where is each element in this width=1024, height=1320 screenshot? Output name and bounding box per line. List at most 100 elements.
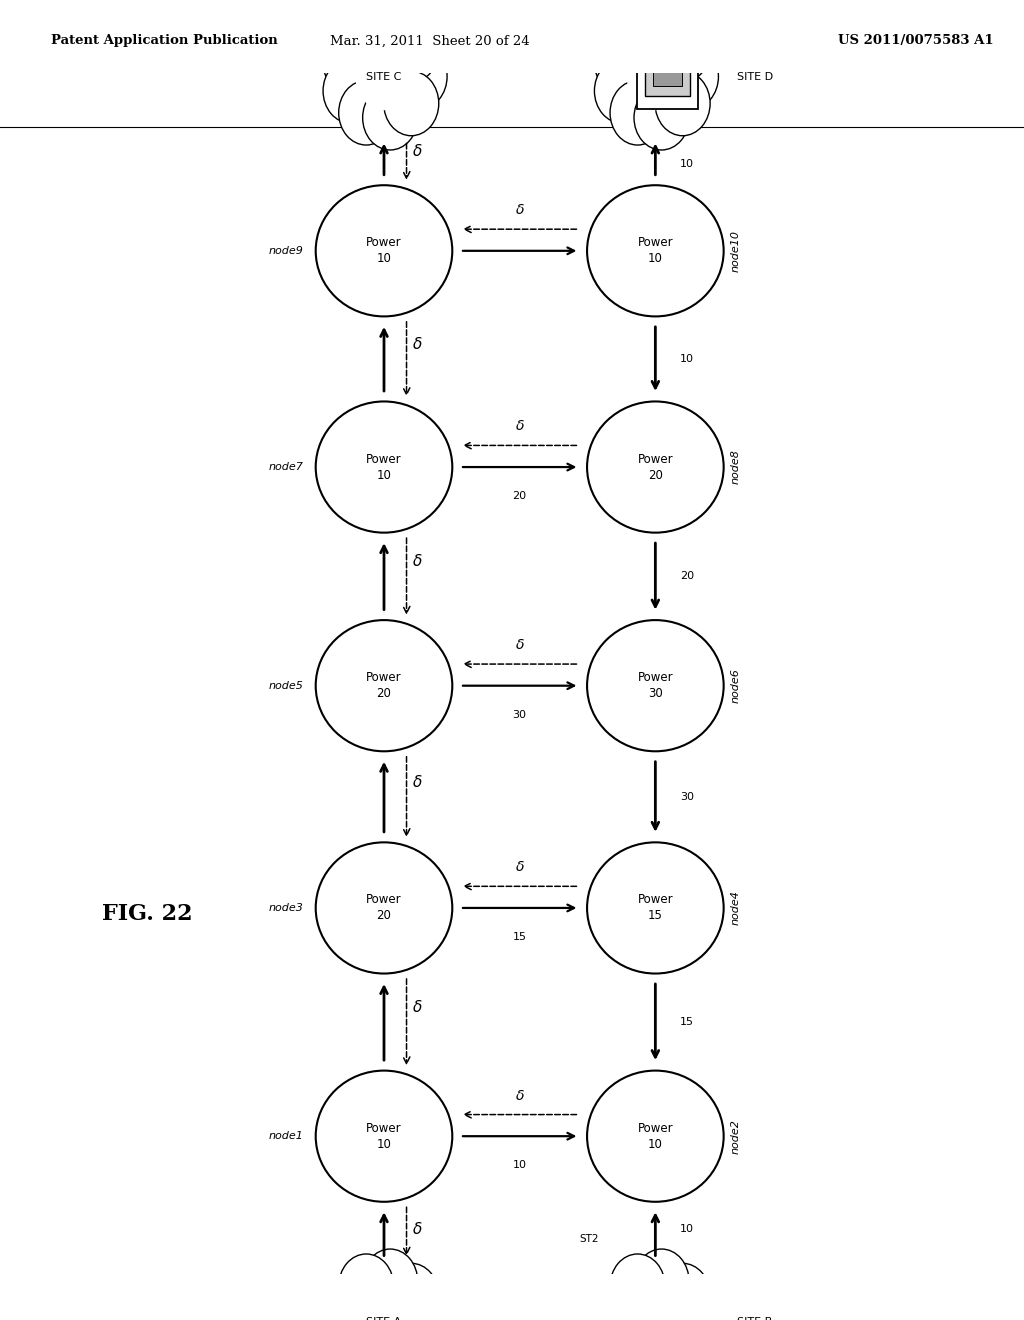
Text: Power
10: Power 10 bbox=[367, 1122, 401, 1151]
Text: δ: δ bbox=[413, 775, 422, 789]
Text: δ: δ bbox=[413, 144, 422, 160]
FancyBboxPatch shape bbox=[637, 44, 698, 110]
Text: node10: node10 bbox=[730, 230, 740, 272]
Circle shape bbox=[610, 81, 666, 145]
Circle shape bbox=[323, 1276, 378, 1320]
Text: SITE D: SITE D bbox=[737, 71, 773, 82]
Circle shape bbox=[355, 44, 413, 111]
Circle shape bbox=[655, 71, 710, 136]
Ellipse shape bbox=[315, 1071, 453, 1201]
Text: δ: δ bbox=[413, 1001, 422, 1015]
Text: node5: node5 bbox=[269, 681, 304, 690]
Circle shape bbox=[355, 1288, 413, 1320]
Circle shape bbox=[384, 1317, 438, 1320]
Circle shape bbox=[323, 58, 378, 123]
Circle shape bbox=[339, 81, 394, 145]
Text: SITE A: SITE A bbox=[367, 1317, 401, 1320]
Circle shape bbox=[610, 1254, 666, 1319]
Text: node7: node7 bbox=[269, 462, 304, 473]
Text: node3: node3 bbox=[269, 903, 304, 913]
Circle shape bbox=[634, 1249, 689, 1313]
Text: ST2: ST2 bbox=[580, 1234, 599, 1245]
Circle shape bbox=[323, 1304, 378, 1320]
Text: δ: δ bbox=[413, 1222, 422, 1237]
Circle shape bbox=[339, 1254, 394, 1319]
Text: Power
20: Power 20 bbox=[367, 894, 401, 923]
Ellipse shape bbox=[587, 620, 724, 751]
Text: US 2011/0075583 A1: US 2011/0075583 A1 bbox=[838, 34, 993, 48]
Text: Power
10: Power 10 bbox=[367, 453, 401, 482]
Text: Power
20: Power 20 bbox=[638, 453, 673, 482]
Ellipse shape bbox=[315, 620, 453, 751]
FancyBboxPatch shape bbox=[653, 1313, 682, 1320]
FancyBboxPatch shape bbox=[653, 67, 682, 86]
Text: Power
15: Power 15 bbox=[638, 894, 673, 923]
Text: node9: node9 bbox=[269, 246, 304, 256]
Ellipse shape bbox=[315, 842, 453, 974]
Text: Power
10: Power 10 bbox=[367, 236, 401, 265]
Circle shape bbox=[384, 17, 438, 82]
Ellipse shape bbox=[315, 401, 453, 533]
Text: δ: δ bbox=[413, 554, 422, 569]
Circle shape bbox=[664, 45, 719, 110]
Ellipse shape bbox=[587, 842, 724, 974]
Circle shape bbox=[362, 3, 418, 67]
FancyBboxPatch shape bbox=[645, 1302, 690, 1320]
Text: node4: node4 bbox=[730, 891, 740, 925]
Text: Power
10: Power 10 bbox=[638, 1122, 673, 1151]
Circle shape bbox=[655, 1263, 710, 1320]
Text: 15: 15 bbox=[680, 1018, 694, 1027]
Circle shape bbox=[627, 44, 684, 111]
Ellipse shape bbox=[587, 401, 724, 533]
Circle shape bbox=[323, 30, 378, 95]
Circle shape bbox=[627, 1288, 684, 1320]
Circle shape bbox=[594, 1276, 649, 1320]
Text: δ: δ bbox=[515, 203, 524, 218]
Circle shape bbox=[594, 1304, 649, 1320]
Circle shape bbox=[655, 1317, 710, 1320]
Text: 10: 10 bbox=[513, 1160, 526, 1171]
Circle shape bbox=[594, 58, 649, 123]
Ellipse shape bbox=[315, 185, 453, 317]
Circle shape bbox=[392, 45, 447, 110]
Text: δ: δ bbox=[515, 638, 524, 652]
Circle shape bbox=[664, 1290, 719, 1320]
Text: δ: δ bbox=[515, 420, 524, 433]
Circle shape bbox=[655, 17, 710, 82]
Circle shape bbox=[634, 3, 689, 67]
FancyBboxPatch shape bbox=[637, 1290, 698, 1320]
Circle shape bbox=[392, 1290, 447, 1320]
Ellipse shape bbox=[587, 1071, 724, 1201]
Text: Power
30: Power 30 bbox=[638, 671, 673, 700]
Text: 10: 10 bbox=[680, 354, 694, 364]
Circle shape bbox=[634, 86, 689, 150]
Text: 30: 30 bbox=[513, 710, 526, 719]
Text: 10: 10 bbox=[680, 158, 694, 169]
Text: 15: 15 bbox=[513, 932, 526, 942]
Text: node6: node6 bbox=[730, 668, 740, 704]
Text: SITE B: SITE B bbox=[737, 1317, 772, 1320]
Text: node2: node2 bbox=[730, 1119, 740, 1154]
Text: 20: 20 bbox=[680, 572, 694, 581]
Text: node1: node1 bbox=[269, 1131, 304, 1142]
Text: Power
10: Power 10 bbox=[638, 236, 673, 265]
Circle shape bbox=[339, 8, 394, 73]
Circle shape bbox=[384, 1263, 438, 1320]
Text: Power
20: Power 20 bbox=[367, 671, 401, 700]
Ellipse shape bbox=[587, 185, 724, 317]
Text: node8: node8 bbox=[730, 450, 740, 484]
Text: Patent Application Publication: Patent Application Publication bbox=[51, 34, 278, 48]
Text: δ: δ bbox=[515, 861, 524, 874]
Text: δ: δ bbox=[413, 337, 422, 352]
Text: 10: 10 bbox=[680, 1224, 694, 1234]
Circle shape bbox=[594, 30, 649, 95]
Circle shape bbox=[362, 86, 418, 150]
Circle shape bbox=[362, 1249, 418, 1313]
Text: δ: δ bbox=[515, 1089, 524, 1102]
Text: Mar. 31, 2011  Sheet 20 of 24: Mar. 31, 2011 Sheet 20 of 24 bbox=[331, 34, 529, 48]
Text: 20: 20 bbox=[513, 491, 526, 502]
Text: FIG. 22: FIG. 22 bbox=[102, 903, 194, 925]
Text: 30: 30 bbox=[680, 792, 694, 801]
Text: SITE C: SITE C bbox=[367, 71, 401, 82]
FancyBboxPatch shape bbox=[645, 57, 690, 96]
